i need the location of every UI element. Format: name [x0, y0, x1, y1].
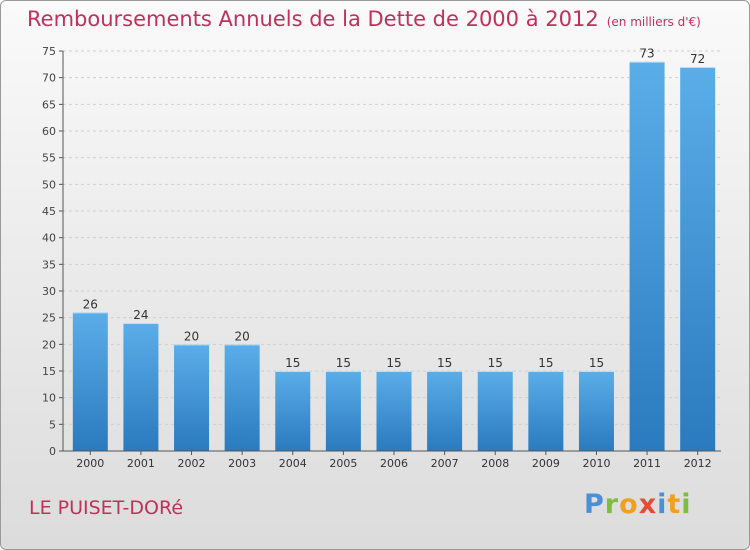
data-label: 15	[437, 356, 452, 370]
x-tick-label: 2000	[76, 457, 104, 470]
data-label: 15	[336, 356, 351, 370]
bar-2009	[528, 371, 564, 451]
x-tick-label: 2007	[431, 457, 459, 470]
bar-2000	[72, 312, 108, 451]
bar-2007	[427, 371, 463, 451]
logo-letter: o	[619, 489, 639, 520]
y-tick-label: 10	[42, 392, 56, 405]
x-tick-label: 2008	[481, 457, 509, 470]
data-label: 15	[589, 356, 604, 370]
y-tick-label: 35	[42, 258, 56, 271]
logo-letter: i	[681, 489, 692, 520]
data-label: 24	[133, 308, 148, 322]
bar-2010	[578, 371, 614, 451]
y-tick-label: 30	[42, 285, 56, 298]
logo-letter: i	[657, 489, 668, 520]
bar-2004	[275, 371, 311, 451]
x-tick-label: 2012	[684, 457, 712, 470]
chart-title-text: Remboursements Annuels de la Dette de 20…	[27, 7, 599, 31]
y-tick-label: 55	[42, 152, 56, 165]
bar-2006	[376, 371, 412, 451]
chart-title: Remboursements Annuels de la Dette de 20…	[27, 7, 701, 31]
x-tick-label: 2003	[228, 457, 256, 470]
x-tick-label: 2005	[329, 457, 357, 470]
logo-letter: x	[638, 489, 658, 520]
y-tick-label: 75	[42, 45, 56, 58]
logo-letter: P	[584, 489, 605, 520]
x-tick-label: 2011	[633, 457, 661, 470]
data-label: 15	[285, 356, 300, 370]
logo-letter: t	[667, 489, 682, 520]
data-label: 20	[235, 329, 250, 343]
y-tick-label: 45	[42, 205, 56, 218]
y-tick-label: 40	[42, 232, 56, 245]
unit-note: (en milliers d'€)	[606, 15, 701, 29]
bar-2002	[174, 344, 210, 451]
data-label: 15	[386, 356, 401, 370]
y-tick-label: 15	[42, 365, 56, 378]
data-label: 15	[488, 356, 503, 370]
y-tick-label: 25	[42, 312, 56, 325]
proxiti-logo: Proxiti	[584, 489, 694, 525]
bar-2008	[477, 371, 513, 451]
data-label: 15	[538, 356, 553, 370]
bar-2012	[680, 67, 716, 451]
bar-2005	[325, 371, 361, 451]
data-label: 26	[83, 297, 98, 311]
data-label: 72	[690, 52, 705, 66]
y-tick-label: 70	[42, 72, 56, 85]
x-tick-label: 2001	[127, 457, 155, 470]
x-tick-label: 2010	[582, 457, 610, 470]
y-tick-label: 5	[49, 418, 56, 431]
data-label: 20	[184, 329, 199, 343]
bar-2003	[224, 344, 260, 451]
y-tick-label: 20	[42, 338, 56, 351]
x-tick-label: 2006	[380, 457, 408, 470]
logo-letter: r	[604, 489, 620, 520]
y-tick-label: 0	[49, 445, 56, 458]
bar-2011	[629, 61, 665, 452]
data-label: 73	[639, 47, 654, 61]
y-tick-label: 50	[42, 178, 56, 191]
x-tick-label: 2009	[532, 457, 560, 470]
bar-2001	[123, 323, 159, 451]
x-tick-label: 2002	[178, 457, 206, 470]
y-tick-label: 60	[42, 125, 56, 138]
y-tick-label: 65	[42, 98, 56, 111]
commune-name: LE PUISET-DORé	[29, 497, 184, 519]
x-tick-label: 2004	[279, 457, 307, 470]
